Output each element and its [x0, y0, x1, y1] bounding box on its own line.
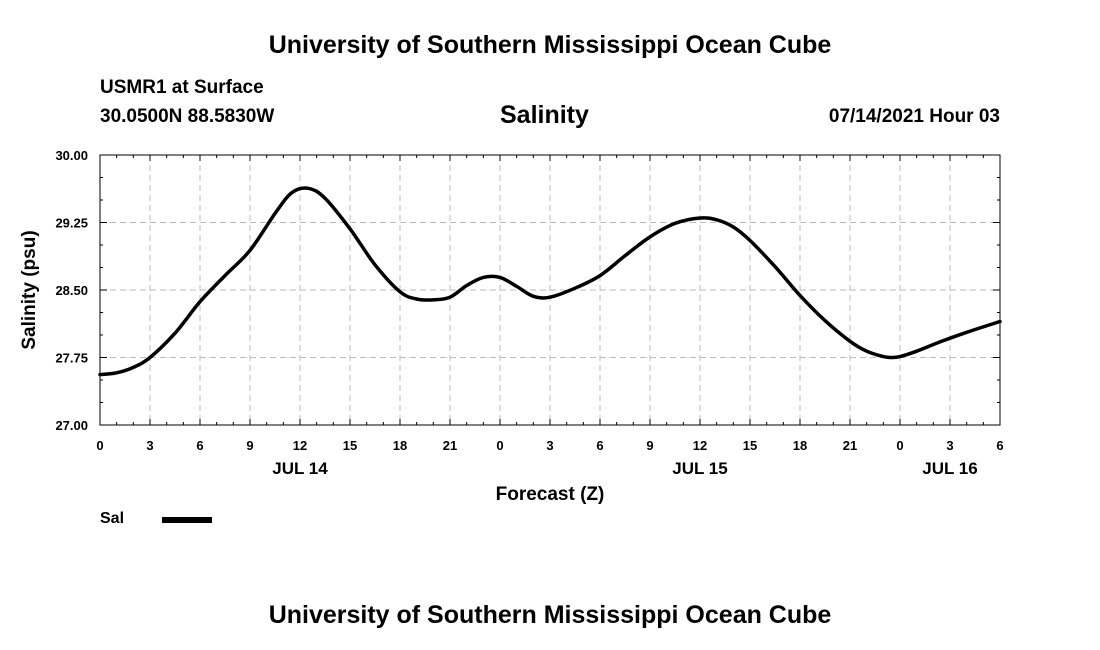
x-tick-label: 3	[946, 438, 953, 453]
date-label: JUL 15	[672, 459, 727, 478]
date-label: JUL 16	[922, 459, 977, 478]
forecast-datetime: 07/14/2021 Hour 03	[828, 106, 1000, 127]
y-tick-label: 27.75	[55, 351, 88, 366]
coordinates-label: 30.0500N 88.5830W	[100, 106, 275, 127]
legend-swatch	[162, 517, 212, 523]
x-tick-label: 21	[843, 438, 857, 453]
date-labels: JUL 14 JUL 15 JUL 16	[272, 459, 977, 478]
y-tick-label: 29.25	[55, 216, 88, 231]
x-tick-label: 0	[896, 438, 903, 453]
grid	[100, 155, 1000, 425]
x-tick-label: 3	[146, 438, 153, 453]
x-tick-label: 18	[793, 438, 807, 453]
legend-label: Sal	[100, 510, 125, 527]
station-label: USMR1 at Surface	[100, 77, 264, 98]
x-tick-label: 18	[393, 438, 407, 453]
chart-title: Salinity	[500, 101, 589, 129]
y-tick-label: 28.50	[55, 283, 88, 298]
page-title-bottom: University of Southern Mississippi Ocean…	[268, 601, 832, 629]
x-tick-label: 21	[443, 438, 457, 453]
x-tick-label: 12	[293, 438, 307, 453]
x-tick-label: 15	[743, 438, 757, 453]
plot-frame	[99, 154, 1001, 426]
x-tick-label: 3	[546, 438, 553, 453]
page-title-top: University of Southern Mississippi Ocean…	[268, 31, 832, 59]
x-tick-label: 0	[496, 438, 503, 453]
x-tick-labels: 0 3 6 9 12 15 18 21 0 3 6 9 12 15 18 21 0 3 6	[96, 438, 1003, 453]
y-tick-labels: 27.00 27.75 28.50 29.25 30.00	[55, 148, 88, 433]
x-tick-label: 15	[343, 438, 357, 453]
date-label: JUL 14	[272, 459, 328, 478]
x-tick-label: 0	[96, 438, 103, 453]
y-tick-label: 27.00	[55, 418, 88, 433]
y-axis-title: Salinity (psu)	[19, 230, 40, 349]
x-axis-title: Forecast (Z)	[496, 484, 605, 505]
y-tick-label: 30.00	[55, 148, 88, 163]
salinity-series-line	[98, 186, 1002, 377]
x-tick-label: 9	[246, 438, 253, 453]
x-tick-label: 6	[196, 438, 203, 453]
x-tick-label: 6	[996, 438, 1003, 453]
x-tick-label: 12	[693, 438, 707, 453]
x-tick-label: 6	[596, 438, 603, 453]
x-tick-label: 9	[646, 438, 653, 453]
